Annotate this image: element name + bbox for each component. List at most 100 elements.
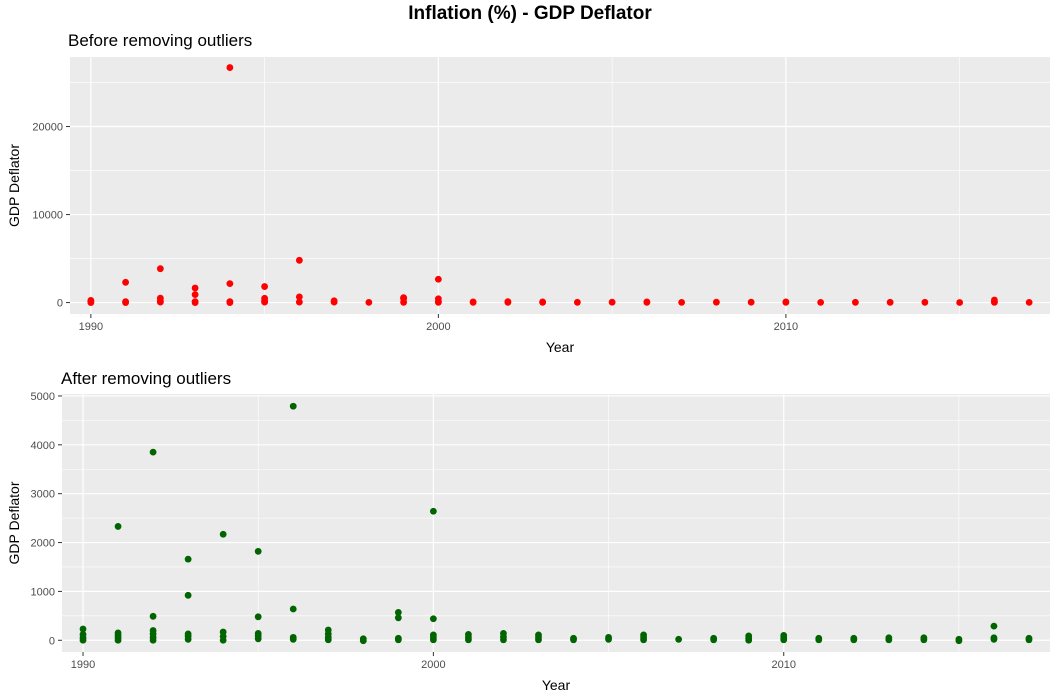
x-tick-label: 1990 <box>79 321 103 333</box>
data-point <box>535 636 542 644</box>
data-point <box>156 298 164 306</box>
data-point <box>850 636 858 644</box>
data-point <box>780 636 788 644</box>
data-point <box>747 298 755 306</box>
y-axis-title: GDP Deflator <box>6 481 22 564</box>
panel-before: 1990 2000 2010 0 10000 20000 Year GDP Deflator <box>6 57 1050 355</box>
y-tick-label: 10000 <box>32 210 63 222</box>
data-point <box>990 635 998 643</box>
x-axis-title: Year <box>542 677 571 693</box>
panel-2-title: After removing outliers <box>61 369 232 388</box>
data-point <box>990 622 998 630</box>
data-point <box>289 635 297 643</box>
data-point <box>184 635 192 643</box>
y-axis-title: GDP Deflator <box>6 144 22 227</box>
data-point <box>573 298 581 306</box>
data-point <box>394 614 402 622</box>
data-point <box>400 298 408 306</box>
data-point <box>149 448 157 456</box>
data-point <box>156 265 164 273</box>
y-tick-label: 20000 <box>32 122 63 134</box>
data-point <box>114 523 122 530</box>
data-point <box>500 636 507 644</box>
data-point <box>295 256 303 264</box>
y-tick-label: 3000 <box>31 489 55 501</box>
x-tick-label: 2000 <box>426 321 450 333</box>
data-point <box>643 298 651 306</box>
data-point <box>675 635 683 643</box>
x-axis-title: Year <box>546 339 575 355</box>
data-point <box>149 636 157 644</box>
data-point <box>226 299 234 306</box>
data-point <box>79 636 87 644</box>
data-point <box>87 296 95 304</box>
plot-background <box>70 57 1050 314</box>
data-point <box>226 280 234 288</box>
data-point <box>921 298 929 306</box>
plot-background <box>62 394 1050 652</box>
x-tick-label: 1990 <box>71 659 95 671</box>
data-point <box>956 299 964 306</box>
data-point <box>886 298 894 306</box>
data-point <box>359 637 367 645</box>
data-point <box>184 591 192 599</box>
y-tick-label: 5000 <box>31 391 55 403</box>
data-point <box>678 298 686 306</box>
y-tick-label: 2000 <box>31 538 55 550</box>
data-point <box>261 298 269 306</box>
data-point <box>191 284 199 292</box>
data-point <box>815 636 823 644</box>
x-tick-label: 2010 <box>774 321 798 333</box>
data-point <box>539 298 547 306</box>
data-point <box>184 555 192 563</box>
data-point <box>261 283 269 290</box>
data-point <box>289 605 297 613</box>
data-point <box>330 298 338 306</box>
data-point <box>219 636 227 644</box>
data-point <box>149 612 157 620</box>
data-point <box>394 636 402 644</box>
data-point <box>990 298 998 306</box>
data-point <box>219 530 227 538</box>
data-point <box>434 298 442 306</box>
data-point <box>710 636 718 644</box>
x-tick-label: 2000 <box>421 659 445 671</box>
data-point <box>955 637 963 645</box>
data-point <box>79 625 87 633</box>
data-point <box>289 402 297 410</box>
data-point <box>465 636 472 644</box>
x-tick-label: 2010 <box>771 659 795 671</box>
data-point <box>429 615 437 623</box>
data-point <box>254 547 262 555</box>
data-point <box>191 291 199 299</box>
data-point <box>504 298 512 306</box>
data-point <box>1025 298 1033 306</box>
data-point <box>365 298 373 306</box>
y-tick-label: 0 <box>49 635 55 647</box>
data-point <box>254 613 262 621</box>
data-point <box>434 275 442 283</box>
data-point <box>114 636 122 644</box>
panel-after: 1990 2000 2010 0 1000 2000 3000 4000 5000 Year GDP… <box>6 391 1050 693</box>
data-point <box>295 298 303 306</box>
main-title: Inflation (%) - GDP Deflator <box>408 3 652 24</box>
data-point <box>608 298 616 306</box>
data-point <box>851 298 859 306</box>
data-point <box>191 299 199 306</box>
data-point <box>429 507 437 515</box>
data-point <box>782 298 790 306</box>
data-point <box>570 636 577 644</box>
data-point <box>469 298 477 306</box>
data-point <box>920 636 928 644</box>
y-tick-label: 0 <box>57 298 63 310</box>
data-point <box>605 635 612 643</box>
data-point <box>226 64 234 71</box>
data-point <box>712 298 720 306</box>
data-point <box>122 299 130 306</box>
y-tick-label: 1000 <box>31 586 55 598</box>
data-point <box>394 609 402 616</box>
data-point <box>817 298 825 306</box>
data-point <box>122 278 130 286</box>
panel-1-title: Before removing outliers <box>68 31 253 50</box>
